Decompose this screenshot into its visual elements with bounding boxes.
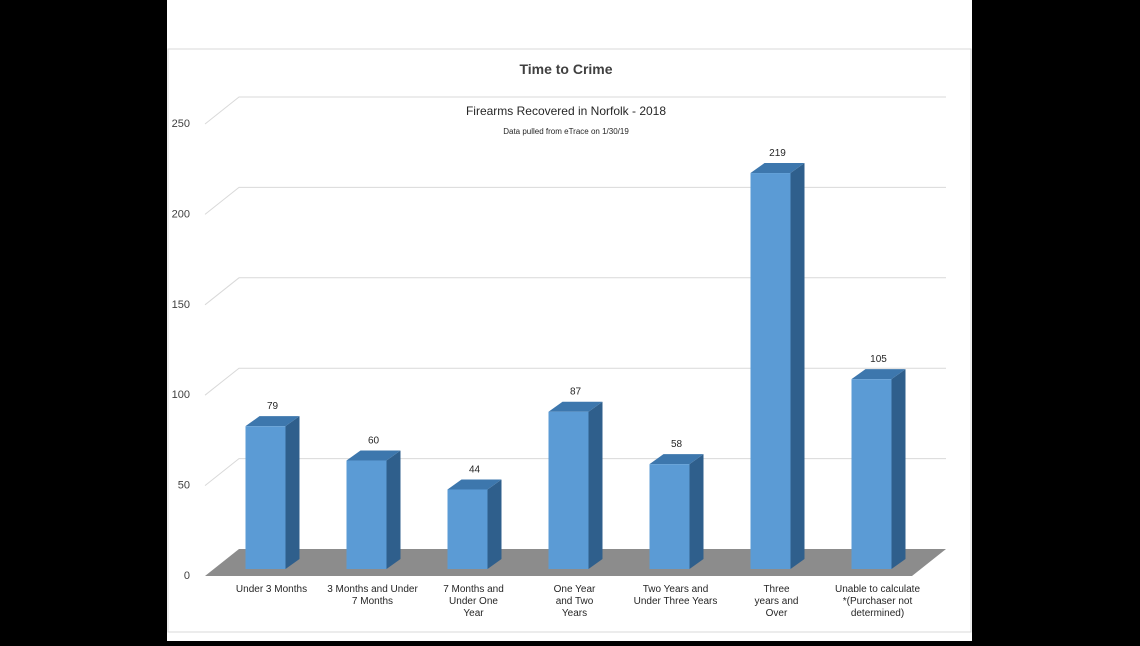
gridline [204, 458, 946, 486]
y-tick-label: 250 [172, 118, 190, 130]
chart-note: Data pulled from eTrace on 1/30/19 [503, 127, 629, 136]
bar-front [851, 379, 892, 569]
data-label: 58 [671, 439, 683, 450]
bar [346, 450, 401, 569]
gridline [204, 96, 946, 125]
x-tick-label: One Year [554, 584, 596, 595]
bar-front [447, 489, 488, 569]
bar-top [750, 163, 805, 174]
gridline [204, 277, 946, 306]
bar-top [851, 369, 906, 380]
y-axis-tick-labels: 0 50 100 150 200 250 [172, 118, 190, 582]
x-tick-label: years and [755, 596, 799, 607]
bar-side [790, 163, 805, 569]
x-tick-label: Under Three Years [634, 596, 718, 607]
chart-inner-border [167, 48, 972, 633]
bar-top [649, 454, 704, 465]
bar-side [588, 401, 603, 569]
y-tick-label: 50 [178, 480, 190, 492]
bar-top [447, 479, 502, 490]
bar [851, 369, 906, 569]
x-tick-label: Under One [449, 596, 498, 607]
bar-front [245, 426, 286, 569]
y-tick-label: 200 [172, 208, 190, 220]
x-tick-label: Over [766, 608, 788, 619]
y-tick-label: 150 [172, 299, 190, 311]
bar [447, 479, 502, 569]
x-tick-label: and Two [556, 596, 594, 607]
bar [750, 163, 805, 569]
data-label: 219 [769, 148, 786, 159]
bar-side [487, 479, 502, 569]
gridline [204, 367, 946, 396]
bar-front [346, 460, 387, 569]
bar-top [346, 450, 401, 461]
bar [649, 454, 704, 569]
gridlines [204, 96, 946, 486]
bar [548, 401, 603, 569]
data-label: 60 [368, 436, 380, 447]
bar-side [386, 450, 401, 569]
bar-side [285, 416, 300, 569]
x-tick-label: 7 Months and [443, 584, 504, 595]
chart-subtitle: Firearms Recovered in Norfolk - 2018 [466, 104, 666, 118]
bar-front [750, 173, 791, 569]
x-tick-label: 3 Months and Under [327, 584, 418, 595]
y-tick-label: 100 [172, 389, 190, 401]
x-tick-label: Two Years and [643, 584, 709, 595]
bar-front [548, 411, 589, 569]
x-tick-label: Years [562, 608, 587, 619]
data-label: 105 [870, 354, 887, 365]
bar-side [689, 454, 704, 569]
gridline [204, 186, 946, 215]
bar-side [891, 369, 906, 569]
data-label: 44 [469, 464, 481, 475]
bar-top [548, 401, 603, 412]
chart-title: Time to Crime [519, 61, 612, 77]
x-tick-label: Under 3 Months [236, 584, 307, 595]
x-tick-label: *(Purchaser not [843, 596, 913, 607]
bar-top [245, 416, 300, 427]
bar [245, 416, 300, 569]
bar-front [649, 464, 690, 569]
x-tick-label: Three [763, 584, 790, 595]
x-tick-label: determined) [851, 608, 904, 619]
data-label: 87 [570, 387, 582, 398]
data-labels: 79 60 44 87 58 219 105 [267, 148, 887, 475]
x-tick-label: Year [463, 608, 484, 619]
data-label: 79 [267, 401, 279, 412]
y-tick-label: 0 [184, 570, 190, 582]
x-tick-label: Unable to calculate [835, 584, 920, 595]
bars [245, 163, 906, 569]
x-tick-label: 7 Months [352, 596, 393, 607]
